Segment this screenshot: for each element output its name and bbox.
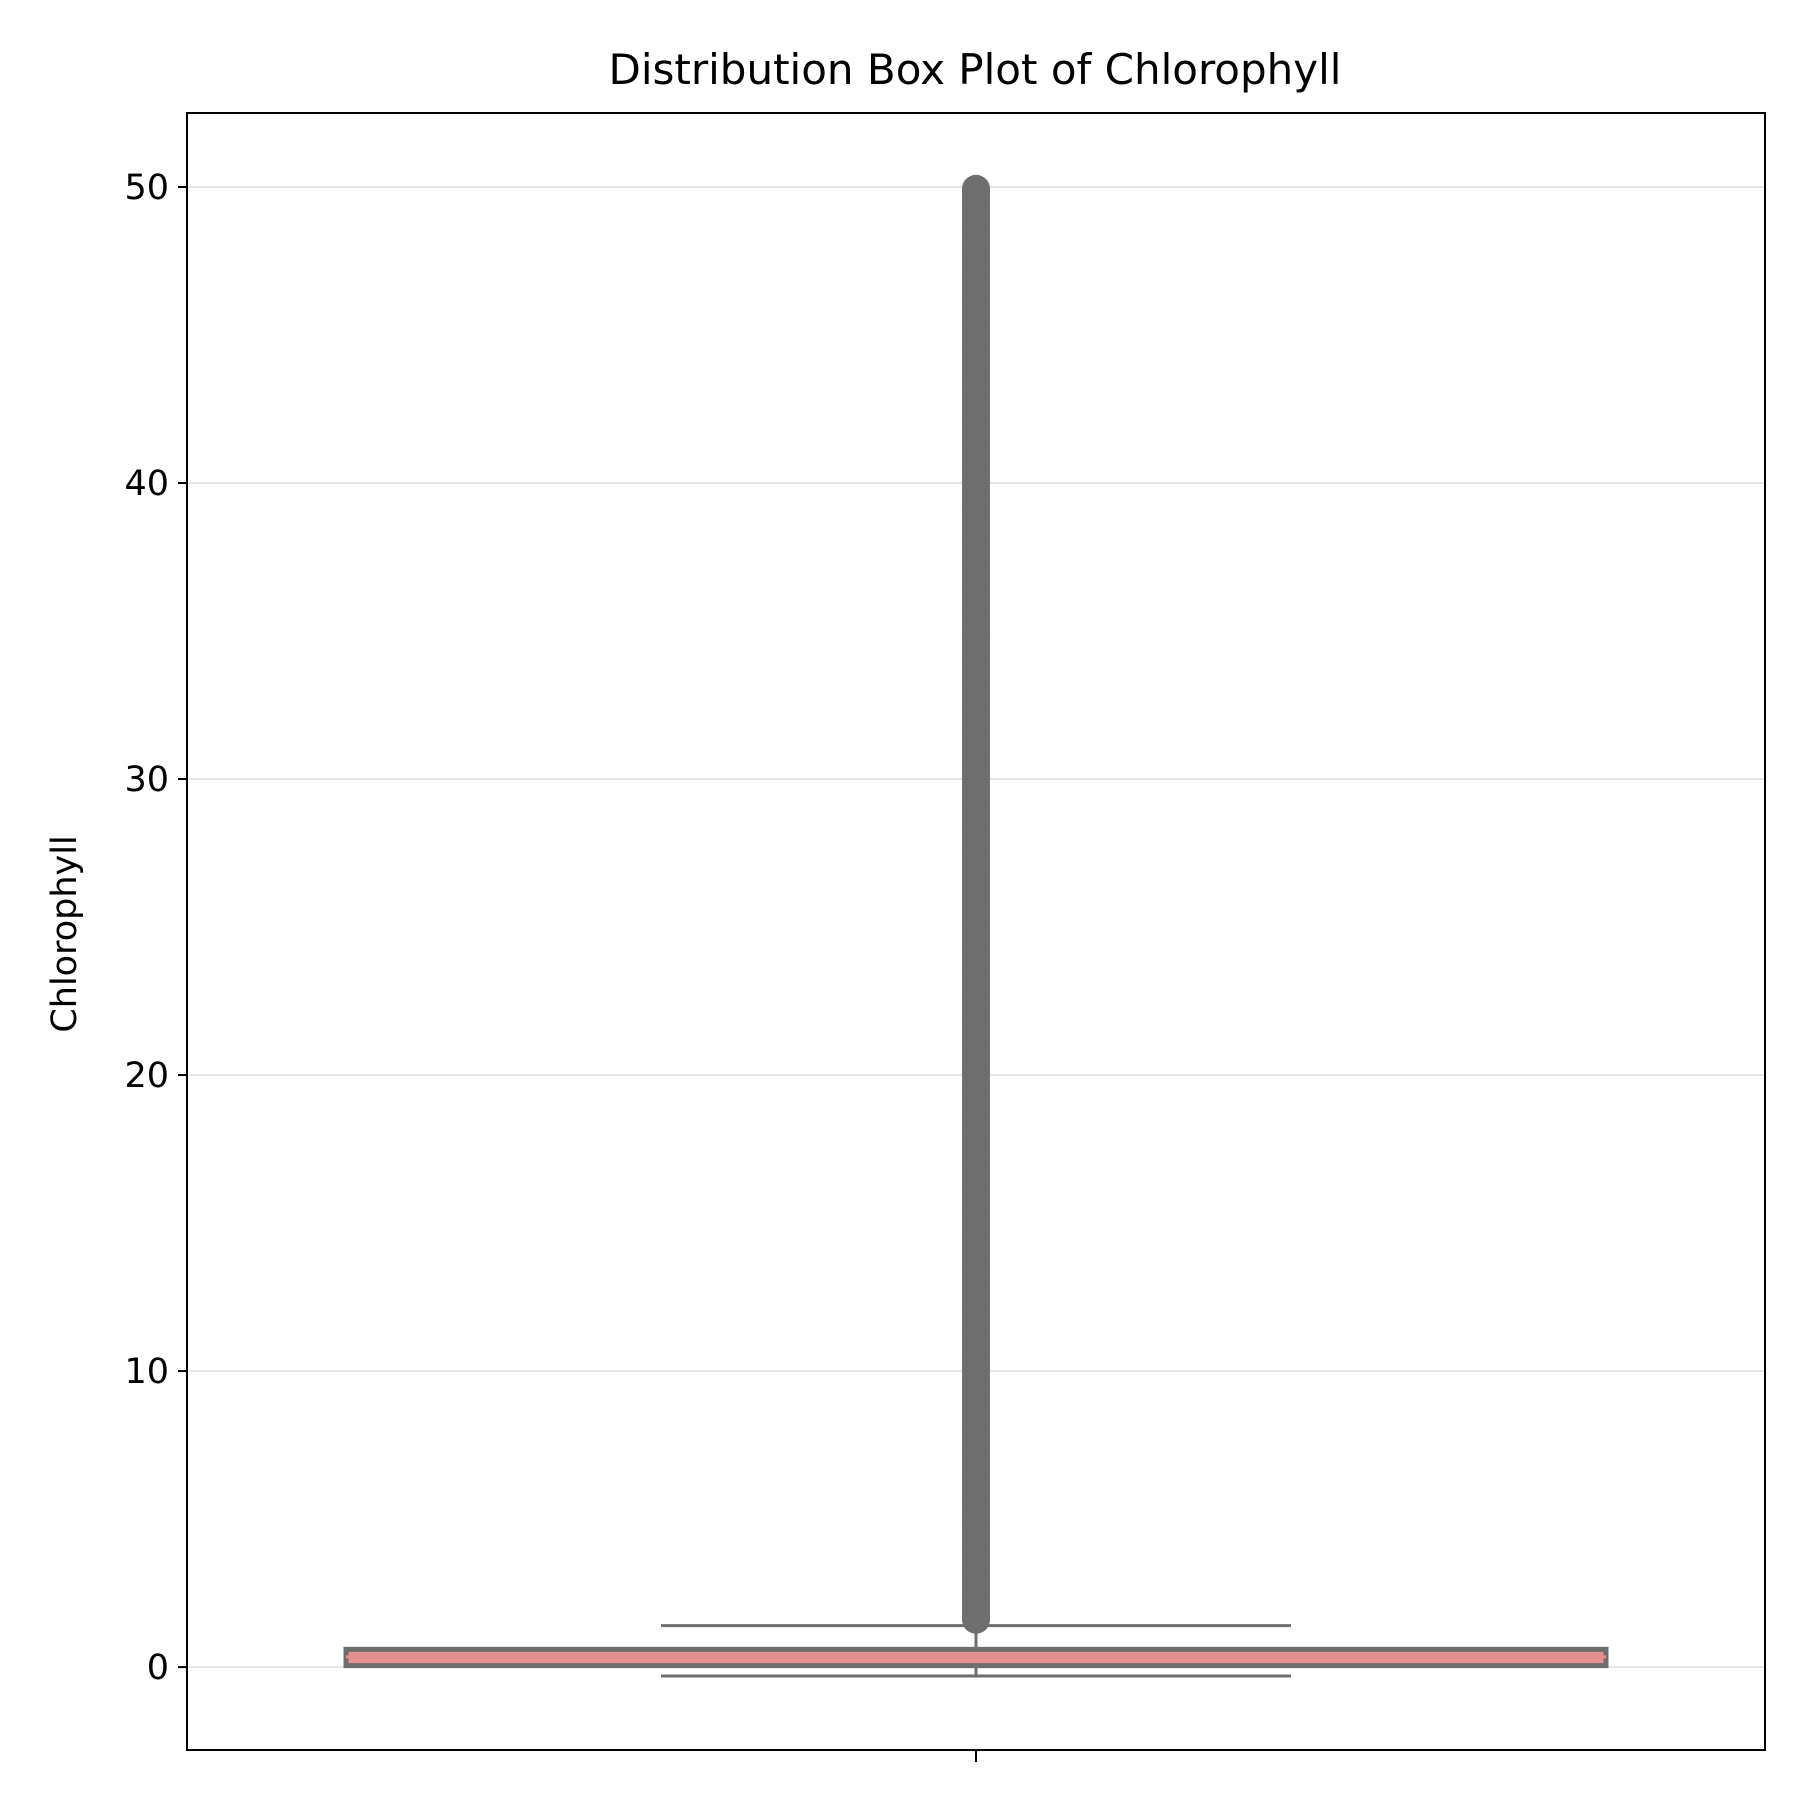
y-tick-label: 0	[147, 1648, 169, 1688]
y-tick-label: 10	[124, 1352, 169, 1392]
chart-title: Distribution Box Plot of Chlorophyll	[609, 45, 1342, 94]
y-tick-label: 30	[124, 760, 169, 800]
box-layer	[343, 174, 1609, 1678]
y-tick-label: 40	[124, 464, 169, 504]
y-axis-label: Chlorophyll	[45, 835, 85, 1032]
axis-layer: 0 10 20 30 40 50	[124, 168, 977, 1762]
outlier-point	[962, 174, 990, 203]
y-tick-label: 50	[124, 168, 169, 208]
y-tick-label: 20	[124, 1056, 169, 1096]
